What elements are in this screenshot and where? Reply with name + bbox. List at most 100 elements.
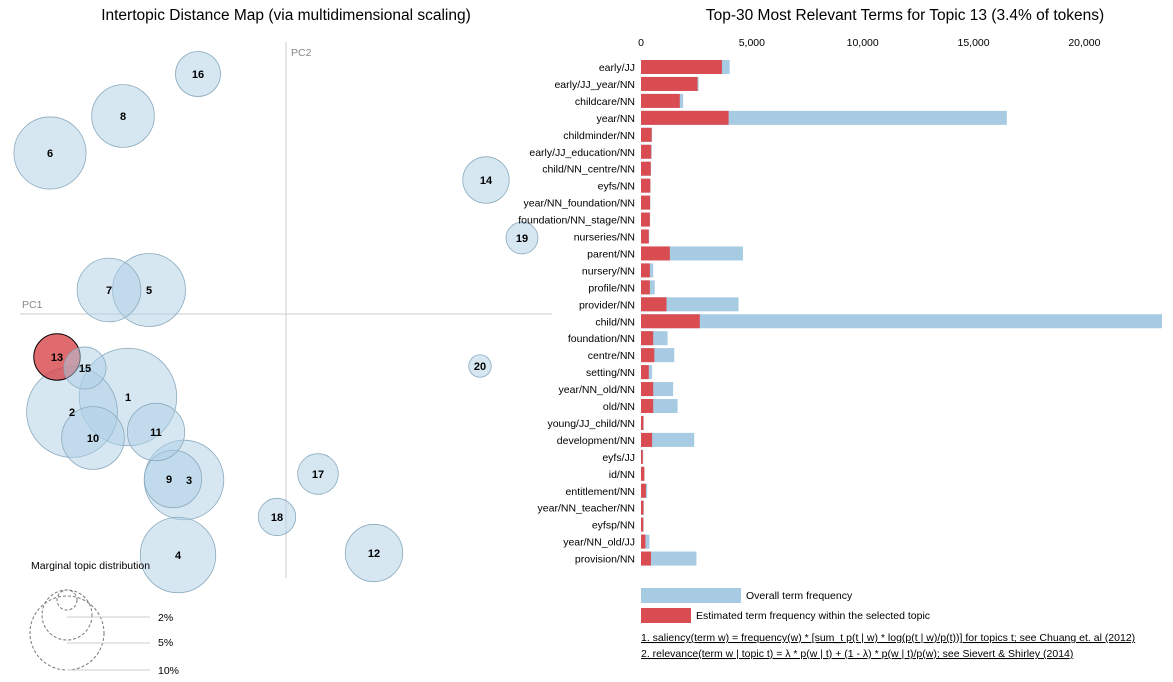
topic-bubble-16[interactable]: [175, 51, 221, 97]
topic-bubble-label-15: 15: [79, 363, 91, 375]
term-label-18[interactable]: setting/NN: [586, 367, 635, 379]
topic-bubble-14[interactable]: [462, 156, 510, 204]
marginal-label-5pct: 5%: [158, 637, 173, 649]
term-label-12[interactable]: nursery/NN: [582, 265, 635, 277]
topic-bar-3[interactable]: [641, 110, 729, 125]
term-label-14[interactable]: provider/NN: [579, 299, 635, 311]
term-label-4[interactable]: childminder/NN: [563, 130, 635, 142]
term-label-2[interactable]: childcare/NN: [575, 96, 635, 108]
topic-bar-22[interactable]: [641, 432, 653, 447]
topic-bubble-8[interactable]: [91, 84, 155, 148]
topic-bar-8[interactable]: [641, 195, 651, 210]
topic-bar-15[interactable]: [641, 314, 700, 329]
topic-bar-18[interactable]: [641, 365, 649, 380]
term-label-15[interactable]: child/NN: [595, 316, 635, 328]
term-label-0[interactable]: early/JJ: [599, 62, 635, 74]
term-labels[interactable]: early/JJ early/JJ_year/NN childcare/NN year…: [518, 62, 635, 566]
topic-bubble-label-7: 7: [106, 285, 112, 297]
topic-bubble-4[interactable]: [139, 516, 217, 594]
term-label-22[interactable]: development/NN: [557, 435, 635, 447]
topic-bubble-label-18: 18: [271, 512, 283, 524]
topic-bar-13[interactable]: [641, 280, 650, 295]
footnote-relevance[interactable]: 2. relevance(term w | topic t) = λ * p(w…: [641, 648, 1073, 660]
term-label-26[interactable]: year/NN_teacher/NN: [538, 503, 635, 515]
topic-bar-23[interactable]: [641, 449, 643, 464]
topic-bar-21[interactable]: [641, 415, 644, 430]
legend-overall-swatch: [641, 588, 741, 603]
topic-bar-19[interactable]: [641, 382, 654, 397]
marginal-label-10pct: 10%: [158, 665, 179, 677]
topic-bar-29[interactable]: [641, 551, 651, 566]
topic-bubble-12[interactable]: [344, 523, 404, 583]
topic-bubble-18[interactable]: [257, 497, 297, 537]
x-tick-5000: 5,000: [739, 37, 765, 49]
topic-bubble-label-17: 17: [312, 469, 324, 481]
topic-bubble-10[interactable]: [61, 406, 125, 470]
term-label-6[interactable]: child/NN_centre/NN: [542, 164, 635, 176]
topic-bar-26[interactable]: [641, 500, 644, 515]
term-label-28[interactable]: year/NN_old/JJ: [563, 537, 635, 549]
topic-bar-0[interactable]: [641, 60, 722, 74]
topic-bubble-label-6: 6: [47, 148, 53, 160]
topic-bar-6[interactable]: [641, 161, 651, 176]
topic-bubble-label-19: 19: [516, 233, 528, 245]
topic-bar-7[interactable]: [641, 178, 651, 193]
topic-bubble-15[interactable]: [63, 346, 107, 390]
term-label-25[interactable]: entitlement/NN: [566, 486, 635, 498]
topic-bar-4[interactable]: [641, 127, 652, 142]
topic-bar-27[interactable]: [641, 517, 644, 532]
term-label-17[interactable]: centre/NN: [588, 350, 635, 362]
term-label-23[interactable]: eyfs/JJ: [602, 452, 635, 464]
term-label-10[interactable]: nurseries/NN: [574, 232, 635, 244]
term-label-13[interactable]: profile/NN: [588, 282, 635, 294]
topic-bar-9[interactable]: [641, 212, 650, 227]
term-label-8[interactable]: year/NN_foundation/NN: [524, 198, 635, 210]
topic-bubble-6[interactable]: [13, 116, 87, 190]
term-label-9[interactable]: foundation/NN_stage/NN: [518, 215, 635, 227]
topic-bar-17[interactable]: [641, 348, 655, 363]
topic-bar-25[interactable]: [641, 483, 646, 498]
legend-topic-label: Estimated term frequency within the sele…: [696, 610, 930, 622]
term-label-7[interactable]: eyfs/NN: [598, 181, 635, 193]
topic-bar-28[interactable]: [641, 534, 646, 549]
footnote-saliency[interactable]: 1. saliency(term w) = frequency(w) * [su…: [641, 632, 1135, 644]
topic-bar-20[interactable]: [641, 399, 654, 413]
topic-bar-5[interactable]: [641, 144, 652, 159]
term-label-3[interactable]: year/NN: [596, 113, 635, 125]
term-label-24[interactable]: id/NN: [609, 469, 635, 481]
marginal-circle-2pct: [56, 589, 78, 611]
topic-bubble-label-3: 3: [186, 475, 192, 487]
overall-bar-22[interactable]: [641, 432, 695, 447]
topic-bubbles[interactable]: [13, 51, 539, 594]
term-label-19[interactable]: year/NN_old/NN: [559, 384, 635, 396]
overall-bar-15[interactable]: [641, 314, 1162, 329]
topic-bar-2[interactable]: [641, 93, 680, 108]
term-label-5[interactable]: early/JJ_education/NN: [529, 147, 635, 159]
overall-bar-29[interactable]: [641, 551, 697, 566]
term-label-21[interactable]: young/JJ_child/NN: [547, 418, 635, 430]
map-title: Intertopic Distance Map (via multidimens…: [101, 7, 471, 24]
topic-bubble-label-16: 16: [192, 69, 204, 81]
topic-bubble-label-14: 14: [480, 175, 493, 187]
term-bars[interactable]: [641, 60, 1162, 566]
topic-bar-24[interactable]: [641, 466, 645, 481]
term-label-1[interactable]: early/JJ_year/NN: [554, 79, 635, 91]
topic-bubble-11[interactable]: [126, 402, 186, 462]
topic-bubble-17[interactable]: [297, 453, 339, 495]
topic-bubble-19[interactable]: [505, 221, 539, 255]
topic-bar-10[interactable]: [641, 229, 649, 244]
term-label-11[interactable]: parent/NN: [587, 248, 635, 260]
topic-bar-1[interactable]: [641, 76, 698, 91]
overall-bar-3[interactable]: [641, 110, 1007, 125]
topic-bar-11[interactable]: [641, 246, 670, 261]
term-label-27[interactable]: eyfsp/NN: [592, 520, 635, 532]
term-label-20[interactable]: old/NN: [603, 401, 635, 413]
term-label-29[interactable]: provision/NN: [575, 554, 635, 566]
term-label-16[interactable]: foundation/NN: [568, 333, 635, 345]
topic-bar-16[interactable]: [641, 331, 654, 346]
topic-bubble-20[interactable]: [468, 354, 492, 378]
topic-bar-12[interactable]: [641, 263, 650, 278]
topic-bar-14[interactable]: [641, 297, 667, 312]
legend-overall-label: Overall term frequency: [746, 590, 853, 602]
topic-bubble-7[interactable]: [76, 257, 142, 323]
